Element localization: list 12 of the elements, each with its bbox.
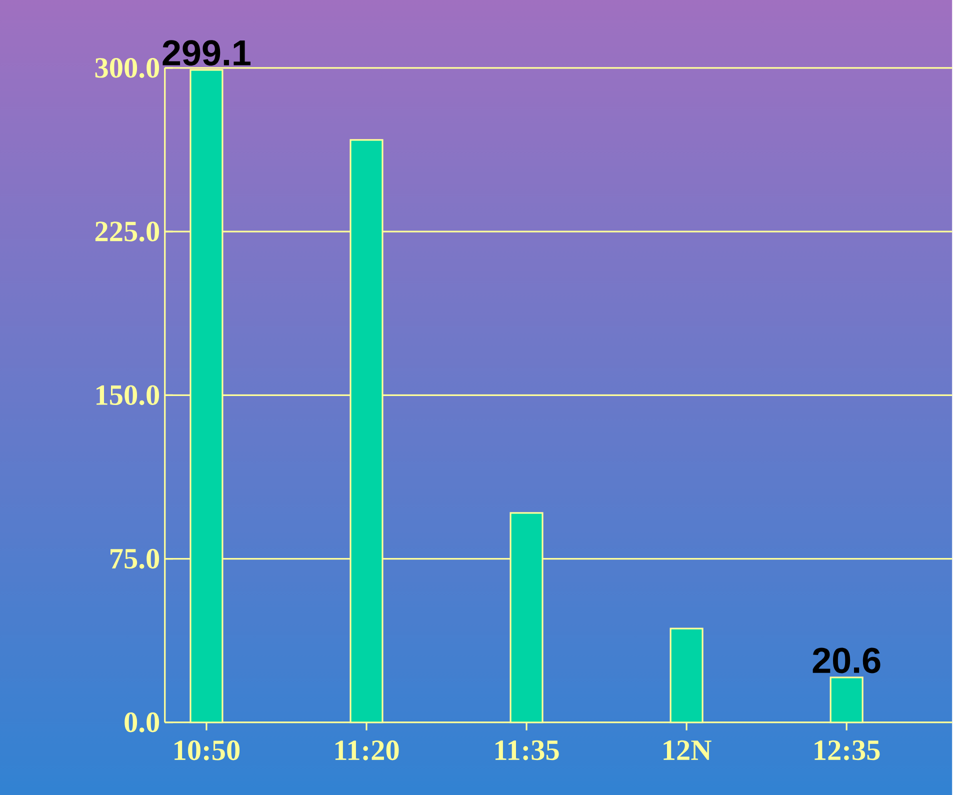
data-label: 20.6 xyxy=(812,648,880,674)
y-tick-label: 225.0 xyxy=(95,221,160,242)
x-tick-label: 12N xyxy=(664,740,712,760)
y-tick-label: 0.0 xyxy=(124,712,160,732)
x-tick-label: 11:35 xyxy=(495,740,559,760)
y-tick-label: 300.0 xyxy=(95,58,160,78)
y-tick-label: 75.0 xyxy=(110,548,160,569)
y-tick-label: 150.0 xyxy=(96,385,160,405)
data-label: 299.1 xyxy=(162,40,250,66)
x-tick-label: 12:35 xyxy=(814,740,880,760)
x-tick-label: 10:50 xyxy=(174,740,240,760)
x-tick-label: 11:20 xyxy=(335,740,399,760)
